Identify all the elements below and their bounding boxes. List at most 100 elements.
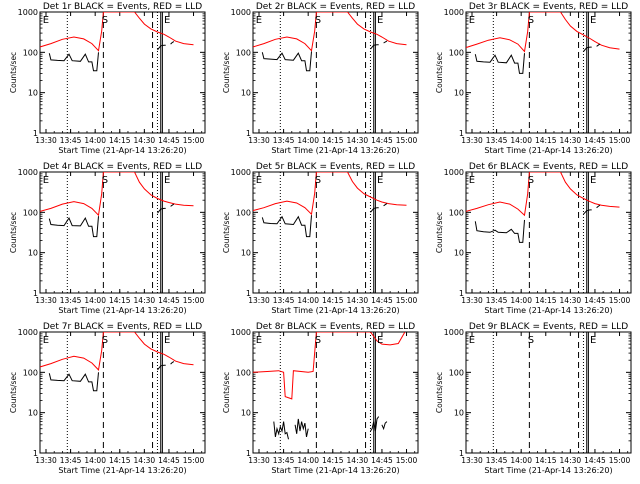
lld-series-line: [253, 12, 407, 52]
events-series-line: [170, 361, 175, 365]
interval-marker-label: E: [377, 175, 383, 186]
y-tick-label: 1: [33, 449, 38, 458]
y-tick-label: 1000: [231, 328, 251, 337]
y-tick-label: 10: [241, 409, 251, 418]
x-tick-label: 14:00: [297, 136, 319, 145]
x-tick-label: 14:00: [297, 296, 319, 305]
plot-frame: [39, 11, 206, 134]
plot-area: [40, 332, 194, 453]
interval-marker-label: S: [528, 335, 534, 346]
x-tick-label: 14:30: [560, 296, 582, 305]
x-tick-label: 15:00: [396, 296, 418, 305]
x-tick-label: 14:30: [560, 136, 582, 145]
events-series-line: [383, 203, 388, 207]
x-tick-label: 14:15: [322, 136, 344, 145]
events-series-line: [583, 46, 592, 52]
events-series-line: [157, 207, 166, 214]
plot-frame: [39, 331, 206, 454]
chart-title: Det 7r BLACK = Events, RED = LLD: [43, 322, 202, 332]
plot-area: [466, 172, 620, 293]
x-tick-label: 14:15: [109, 456, 131, 465]
y-tick-label: 100: [236, 48, 251, 57]
events-series-line: [474, 53, 525, 74]
plot-area: [253, 172, 407, 293]
chart-panel: Det 8r BLACK = Events, RED = LLD 1 10 100 10…: [222, 322, 419, 475]
y-tick-label: 1: [459, 129, 464, 138]
x-tick-label: 14:45: [371, 136, 393, 145]
interval-marker-label: S: [102, 175, 108, 186]
x-tick-label: 14:15: [109, 136, 131, 145]
plot-frame: [39, 171, 206, 294]
chart-panel: Det 9r BLACK = Events, RED = LLD 1 10 100 10…: [435, 322, 632, 475]
y-tick-label: 100: [236, 368, 251, 377]
x-tick-label: 13:45: [273, 456, 295, 465]
y-tick-label: 1000: [18, 8, 38, 17]
lld-series-line: [253, 172, 407, 216]
events-series-line: [474, 219, 525, 243]
lld-series-line: [253, 332, 406, 400]
events-series-line: [157, 44, 166, 51]
interval-marker-label: S: [102, 335, 108, 346]
x-tick-label: 13:30: [35, 296, 57, 305]
interval-marker-label: E: [256, 335, 262, 346]
x-tick-label: 13:45: [486, 456, 508, 465]
y-tick-label: 100: [236, 208, 251, 217]
y-tick-label: 1: [246, 449, 251, 458]
y-tick-label: 1000: [444, 328, 464, 337]
events-series-line: [596, 204, 601, 209]
events-series-line: [370, 207, 379, 213]
x-tick-label: 13:30: [461, 296, 483, 305]
y-tick-label: 1000: [18, 328, 38, 337]
x-tick-label: 14:15: [535, 296, 557, 305]
y-tick-label: 100: [23, 48, 38, 57]
events-series-line: [273, 421, 289, 440]
y-tick-label: 100: [449, 48, 464, 57]
x-tick-label: 15:00: [183, 456, 205, 465]
x-tick-label: 14:30: [347, 456, 369, 465]
chart-panel: Det 3r BLACK = Events, RED = LLD 1 10 100 10…: [435, 2, 632, 155]
lld-series-line: [40, 172, 194, 217]
x-tick-label: 14:45: [158, 136, 180, 145]
chart-panel: Det 5r BLACK = Events, RED = LLD 1 10 100 10…: [222, 162, 419, 315]
plot-frame: [465, 331, 632, 454]
plot-frame: [465, 11, 632, 134]
x-tick-label: 14:45: [584, 136, 606, 145]
x-tick-label: 14:30: [347, 296, 369, 305]
x-tick-label: 14:00: [510, 296, 532, 305]
y-axis-label: Counts/sec: [435, 52, 444, 93]
x-tick-label: 14:45: [371, 456, 393, 465]
y-tick-label: 10: [241, 89, 251, 98]
chart-title: Det 2r BLACK = Events, RED = LLD: [256, 2, 415, 12]
y-axis-label: Counts/sec: [222, 212, 231, 253]
plot-frame: [252, 331, 419, 454]
chart-title: Det 6r BLACK = Events, RED = LLD: [469, 162, 628, 172]
x-tick-label: 13:45: [60, 456, 82, 465]
x-tick-label: 13:45: [60, 296, 82, 305]
y-tick-label: 100: [449, 368, 464, 377]
x-tick-label: 15:00: [396, 456, 418, 465]
events-series-line: [381, 421, 388, 431]
plot-frame: [252, 171, 419, 294]
lld-series-line: [40, 12, 194, 52]
interval-marker-label: E: [164, 335, 170, 346]
x-tick-label: 14:00: [84, 296, 106, 305]
x-tick-label: 13:45: [60, 136, 82, 145]
x-tick-label: 14:15: [322, 296, 344, 305]
interval-marker-label: E: [469, 175, 475, 186]
events-series-line: [383, 40, 388, 44]
y-axis-label: Counts/sec: [9, 52, 18, 93]
x-tick-label: 13:30: [461, 456, 483, 465]
x-tick-label: 14:30: [134, 136, 156, 145]
chart-title: Det 5r BLACK = Events, RED = LLD: [256, 162, 415, 172]
chart-title: Det 4r BLACK = Events, RED = LLD: [43, 162, 202, 172]
y-axis-label: Counts/sec: [435, 212, 444, 253]
interval-marker-label: E: [377, 15, 383, 26]
y-tick-label: 1000: [18, 168, 38, 177]
interval-marker-label: S: [315, 15, 321, 26]
x-axis-label: Start Time (21-Apr-14 13:26:20): [271, 146, 399, 155]
plot-area: [253, 12, 407, 133]
chart-title: Det 9r BLACK = Events, RED = LLD: [469, 322, 628, 332]
events-series-line: [170, 203, 175, 207]
x-tick-label: 15:00: [183, 136, 205, 145]
